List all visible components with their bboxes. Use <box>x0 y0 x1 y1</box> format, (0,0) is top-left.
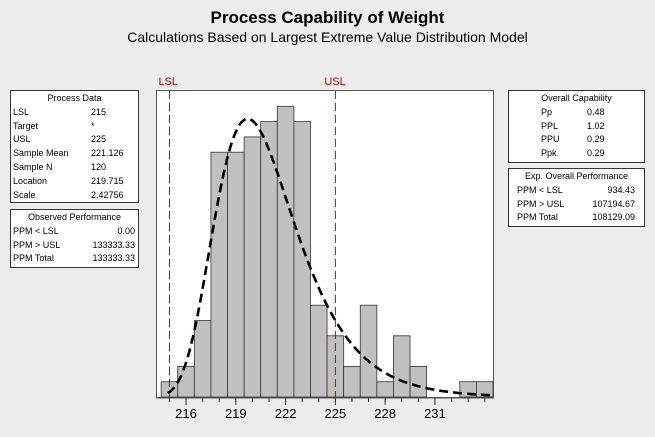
histogram-bar <box>276 105 295 398</box>
x-tick-label: 228 <box>374 406 396 421</box>
row-label: PPM < LSL <box>517 184 563 195</box>
chart-title: Process Capability of Weight <box>210 8 445 27</box>
row-value: 2.42756 <box>91 189 124 200</box>
row-value: 1.02 <box>587 120 605 131</box>
row-label: PPL <box>541 120 559 131</box>
process-data-header: Process Data <box>47 93 102 103</box>
expected-performance-box: Exp. Overall Performance PPM < LSL 934.43… <box>508 168 645 227</box>
histogram-bar <box>227 151 245 398</box>
chart-subtitle: Calculations Based on Largest Extreme Va… <box>127 29 528 45</box>
row-value: 219.715 <box>91 175 124 186</box>
histogram-bar <box>409 365 428 398</box>
table-row: PPU 0.29 <box>539 133 607 147</box>
row-label: PPU <box>541 134 560 145</box>
row-label: Scale <box>13 189 36 200</box>
row-value: 120 <box>91 162 107 173</box>
observed-performance-header: Observed Performance <box>27 212 122 222</box>
table-row: Target * <box>11 119 126 133</box>
histogram-bar <box>293 121 311 398</box>
row-label: Ppk <box>541 148 557 159</box>
row-value: 0.48 <box>587 106 605 117</box>
observed-performance-table: PPM < LSL 0.00 PPM > USL 133333.33 PPM Tot… <box>11 224 137 265</box>
row-label: PPM Total <box>517 212 558 223</box>
usl-label: USL <box>324 76 345 88</box>
process-data-box: Process Data LSL 215 Target * USL 225 Sampl… <box>10 90 139 203</box>
row-label: Location <box>13 175 48 186</box>
row-value: 0.29 <box>587 134 605 145</box>
x-tick-label: 231 <box>424 406 446 421</box>
row-label: PPM Total <box>13 253 54 264</box>
overall-capability-table: Pp 0.48 PPL 1.02 PPU 0.29 Ppk 0.29 <box>539 105 607 160</box>
histogram-bar <box>193 320 212 398</box>
table-row: Pp 0.48 <box>539 105 607 119</box>
row-value: 133333.33 <box>92 253 135 264</box>
table-row: Ppk 0.29 <box>539 146 607 160</box>
row-label: Sample N <box>13 162 53 173</box>
table-row: PPM Total 108129.09 <box>515 211 637 225</box>
table-row: PPL 1.02 <box>539 119 607 133</box>
table-row: PPM > USL 133333.33 <box>11 238 137 252</box>
table-row: Scale 2.42756 <box>11 188 126 202</box>
row-label: Sample Mean <box>13 148 69 159</box>
row-label: Pp <box>541 106 553 117</box>
process-data-table: LSL 215 Target * USL 225 Sample Mean 221.126… <box>11 105 126 202</box>
x-tick-label: 216 <box>175 406 197 421</box>
row-label: PPM > USL <box>517 198 565 209</box>
row-value: 0.29 <box>587 148 605 159</box>
table-row: LSL 215 <box>11 105 126 119</box>
row-label: USL <box>13 134 31 145</box>
histogram-bar <box>343 365 361 398</box>
histogram-bar <box>310 304 328 398</box>
row-label: Target <box>13 120 39 131</box>
row-value: 215 <box>91 106 107 117</box>
row-value: 934.43 <box>607 184 635 195</box>
row-label: PPM > USL <box>13 239 61 250</box>
expected-performance-table: PPM < LSL 934.43 PPM > USL 107194.67 PPM T… <box>515 183 637 224</box>
x-tick-label: 219 <box>225 406 247 421</box>
table-row: PPM < LSL 934.43 <box>515 183 637 197</box>
row-label: LSL <box>13 106 30 117</box>
row-value: 133333.33 <box>92 239 135 250</box>
row-value: 108129.09 <box>592 212 635 223</box>
overall-capability-box: Overall Capability Pp 0.48 PPL 1.02 PPU 0.2… <box>508 90 645 163</box>
row-value: 225 <box>91 134 107 145</box>
histogram-bar <box>243 136 262 398</box>
x-tick-label: 222 <box>275 406 297 421</box>
table-row: Sample Mean 221.126 <box>11 146 126 160</box>
row-value: 0.00 <box>117 225 135 236</box>
table-row: USL 225 <box>11 133 126 147</box>
histogram-bar <box>359 304 378 398</box>
table-row: PPM > USL 107194.67 <box>515 197 637 211</box>
table-row: PPM < LSL 0.00 <box>11 224 137 238</box>
expected-performance-header: Exp. Overall Performance <box>524 171 629 181</box>
table-row: PPM Total 133333.33 <box>11 252 137 266</box>
row-value: 221.126 <box>91 148 124 159</box>
histogram-bar <box>393 335 411 398</box>
row-label: PPM < LSL <box>13 225 59 236</box>
lsl-label: LSL <box>158 76 178 88</box>
histogram-bar <box>476 381 494 398</box>
histogram-bar <box>376 381 394 398</box>
row-value: 107194.67 <box>592 198 635 209</box>
x-tick-label: 225 <box>325 406 347 421</box>
overall-capability-header: Overall Capability <box>541 93 612 103</box>
table-row: Sample N 120 <box>11 160 126 174</box>
observed-performance-box: Observed Performance PPM < LSL 0.00 PPM >… <box>10 209 139 268</box>
histogram-bar <box>177 365 195 398</box>
row-value: * <box>91 120 95 131</box>
table-row: Location 219.715 <box>11 174 126 188</box>
